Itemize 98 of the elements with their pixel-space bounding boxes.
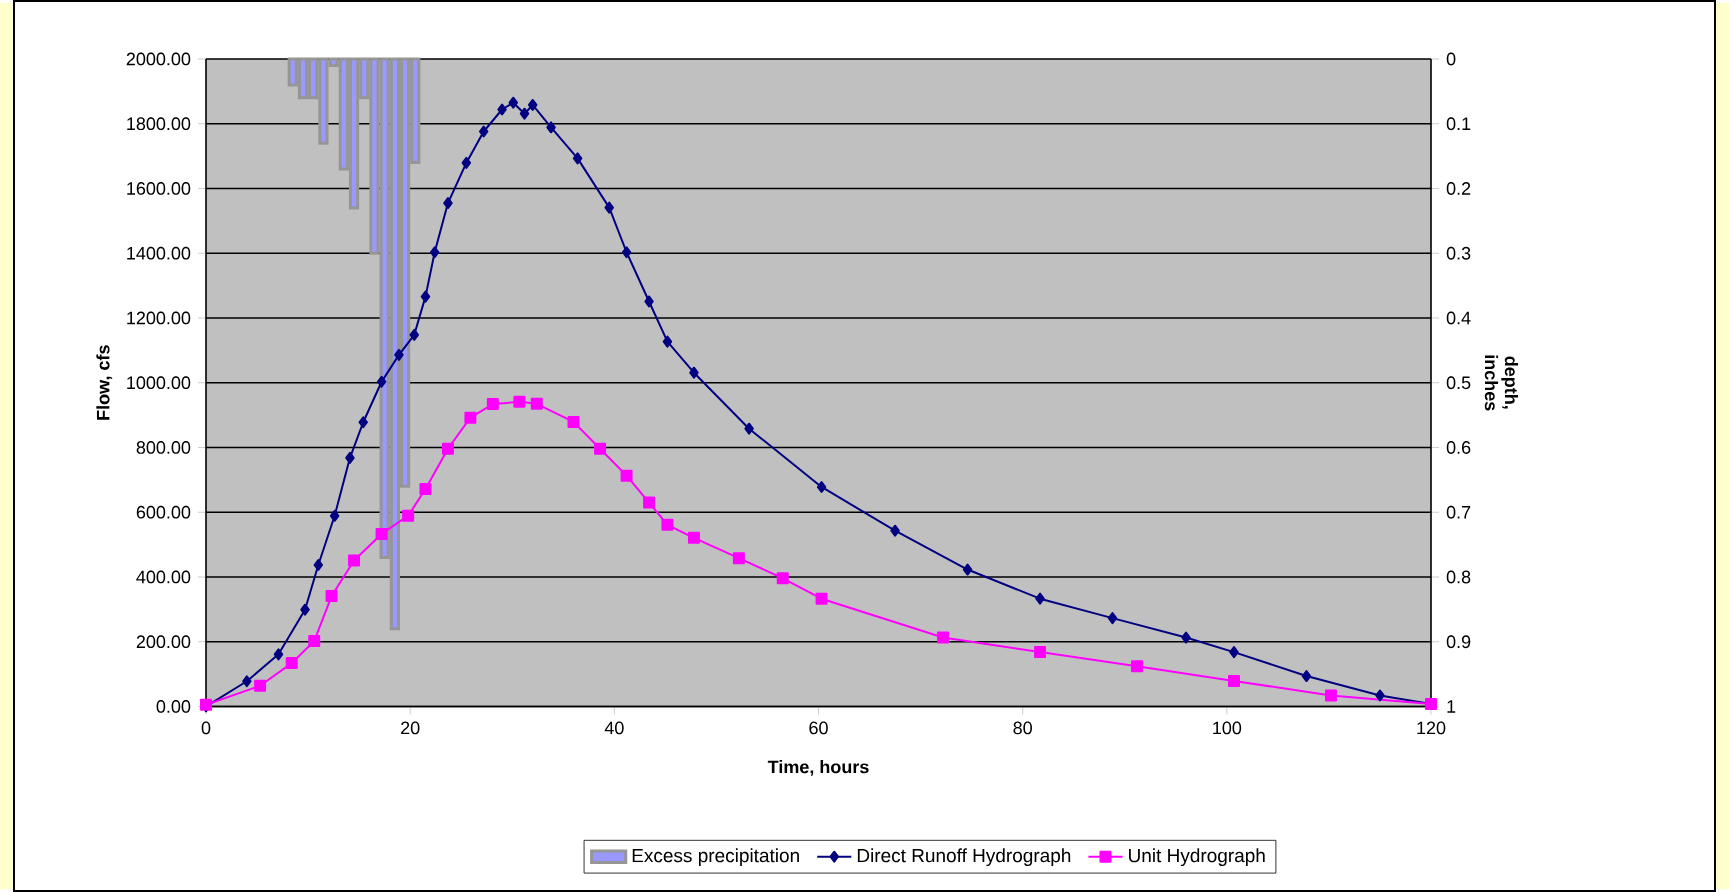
point xyxy=(567,415,580,428)
legend-label: Excess precipitation xyxy=(632,848,799,867)
point xyxy=(497,103,507,116)
y2-tick-label: 0.2 xyxy=(1446,182,1471,195)
point xyxy=(441,442,454,455)
y-tick-label: 2000.00 xyxy=(126,52,191,66)
point xyxy=(661,518,674,531)
point xyxy=(572,152,583,165)
y2-tick-label: 1 xyxy=(1447,700,1456,713)
point xyxy=(376,375,387,388)
y-tick-label: 1400.00 xyxy=(127,246,191,260)
point xyxy=(1034,646,1047,659)
point xyxy=(358,416,368,429)
y2-axis-title: depth, inches xyxy=(1484,355,1519,411)
y-axis-title: Flow, cfs xyxy=(96,345,113,420)
point xyxy=(254,679,267,692)
point xyxy=(530,397,543,410)
point xyxy=(409,328,420,341)
point xyxy=(486,398,499,411)
point xyxy=(1229,646,1239,659)
point xyxy=(1035,592,1045,605)
point xyxy=(643,496,656,509)
x-tick-label: 0 xyxy=(201,721,211,735)
point xyxy=(443,197,453,210)
y-tick-label: 0.00 xyxy=(156,700,191,713)
y2-tick-label: 0.1 xyxy=(1446,117,1471,131)
point xyxy=(1181,631,1191,644)
y-tick-label: 200.00 xyxy=(136,635,191,649)
point xyxy=(687,531,700,544)
point xyxy=(744,422,754,435)
point xyxy=(662,335,673,348)
y2-tick-label: 0.7 xyxy=(1446,505,1471,519)
x-tick-label: 80 xyxy=(1013,721,1032,735)
point xyxy=(620,469,633,482)
x-tick-label: 60 xyxy=(809,721,828,735)
y2-tick-label: 0.6 xyxy=(1446,441,1471,454)
point xyxy=(732,552,745,565)
y-tick-label: 1800.00 xyxy=(127,117,191,131)
point xyxy=(429,246,440,259)
point xyxy=(461,156,472,169)
y2-tick-label: 0.5 xyxy=(1446,376,1471,390)
y-tick-label: 1600.00 xyxy=(127,182,191,195)
point xyxy=(644,295,654,308)
point xyxy=(478,125,489,138)
y2-tick-label: 0.8 xyxy=(1446,570,1471,584)
point xyxy=(937,631,950,644)
x-axis-title: Time, hours xyxy=(767,760,869,776)
point xyxy=(508,96,519,109)
point xyxy=(1301,670,1312,683)
y2-tick-label: 0 xyxy=(1446,52,1456,66)
point xyxy=(604,201,614,214)
point xyxy=(329,509,340,522)
point xyxy=(1375,689,1385,702)
point xyxy=(594,442,607,455)
point xyxy=(527,98,538,111)
point xyxy=(285,657,298,670)
point xyxy=(815,592,828,605)
x-tick-label: 120 xyxy=(1417,721,1446,735)
point xyxy=(300,603,310,616)
point xyxy=(816,480,827,493)
point xyxy=(546,121,556,134)
point xyxy=(1107,612,1118,625)
y2-tick-label: 0.3 xyxy=(1446,246,1471,260)
point xyxy=(325,590,338,603)
point xyxy=(273,648,284,661)
point xyxy=(420,290,431,303)
point xyxy=(242,675,252,688)
point xyxy=(345,451,355,464)
y-tick-label: 600.00 xyxy=(136,505,191,519)
y2-tick-label: 0.4 xyxy=(1446,311,1471,325)
y-tick-label: 400.00 xyxy=(136,570,191,584)
point xyxy=(962,563,973,576)
x-tick-label: 40 xyxy=(604,721,624,735)
x-tick-label: 100 xyxy=(1213,721,1242,735)
point xyxy=(419,482,432,495)
point xyxy=(308,635,321,648)
y-tick-label: 1000.00 xyxy=(127,376,191,390)
point xyxy=(776,572,789,585)
point xyxy=(394,348,404,361)
y2-tick-label: 0.9 xyxy=(1446,635,1471,649)
point xyxy=(313,559,324,572)
y-tick-label: 1200.00 xyxy=(127,311,191,325)
point xyxy=(513,395,526,408)
y-tick-label: 800.00 xyxy=(136,441,191,454)
legend-label: Unit Hydrograph xyxy=(1129,848,1265,867)
point xyxy=(621,246,632,259)
point xyxy=(890,524,900,537)
point xyxy=(1324,689,1337,702)
legend-label: Direct Runoff Hydrograph xyxy=(857,848,1071,867)
point xyxy=(1131,660,1144,673)
point xyxy=(348,554,361,567)
point xyxy=(464,411,477,424)
point xyxy=(519,107,530,120)
x-tick-label: 20 xyxy=(401,721,420,735)
point xyxy=(689,366,699,379)
point xyxy=(1227,674,1240,687)
point xyxy=(375,527,388,540)
point xyxy=(402,509,415,522)
